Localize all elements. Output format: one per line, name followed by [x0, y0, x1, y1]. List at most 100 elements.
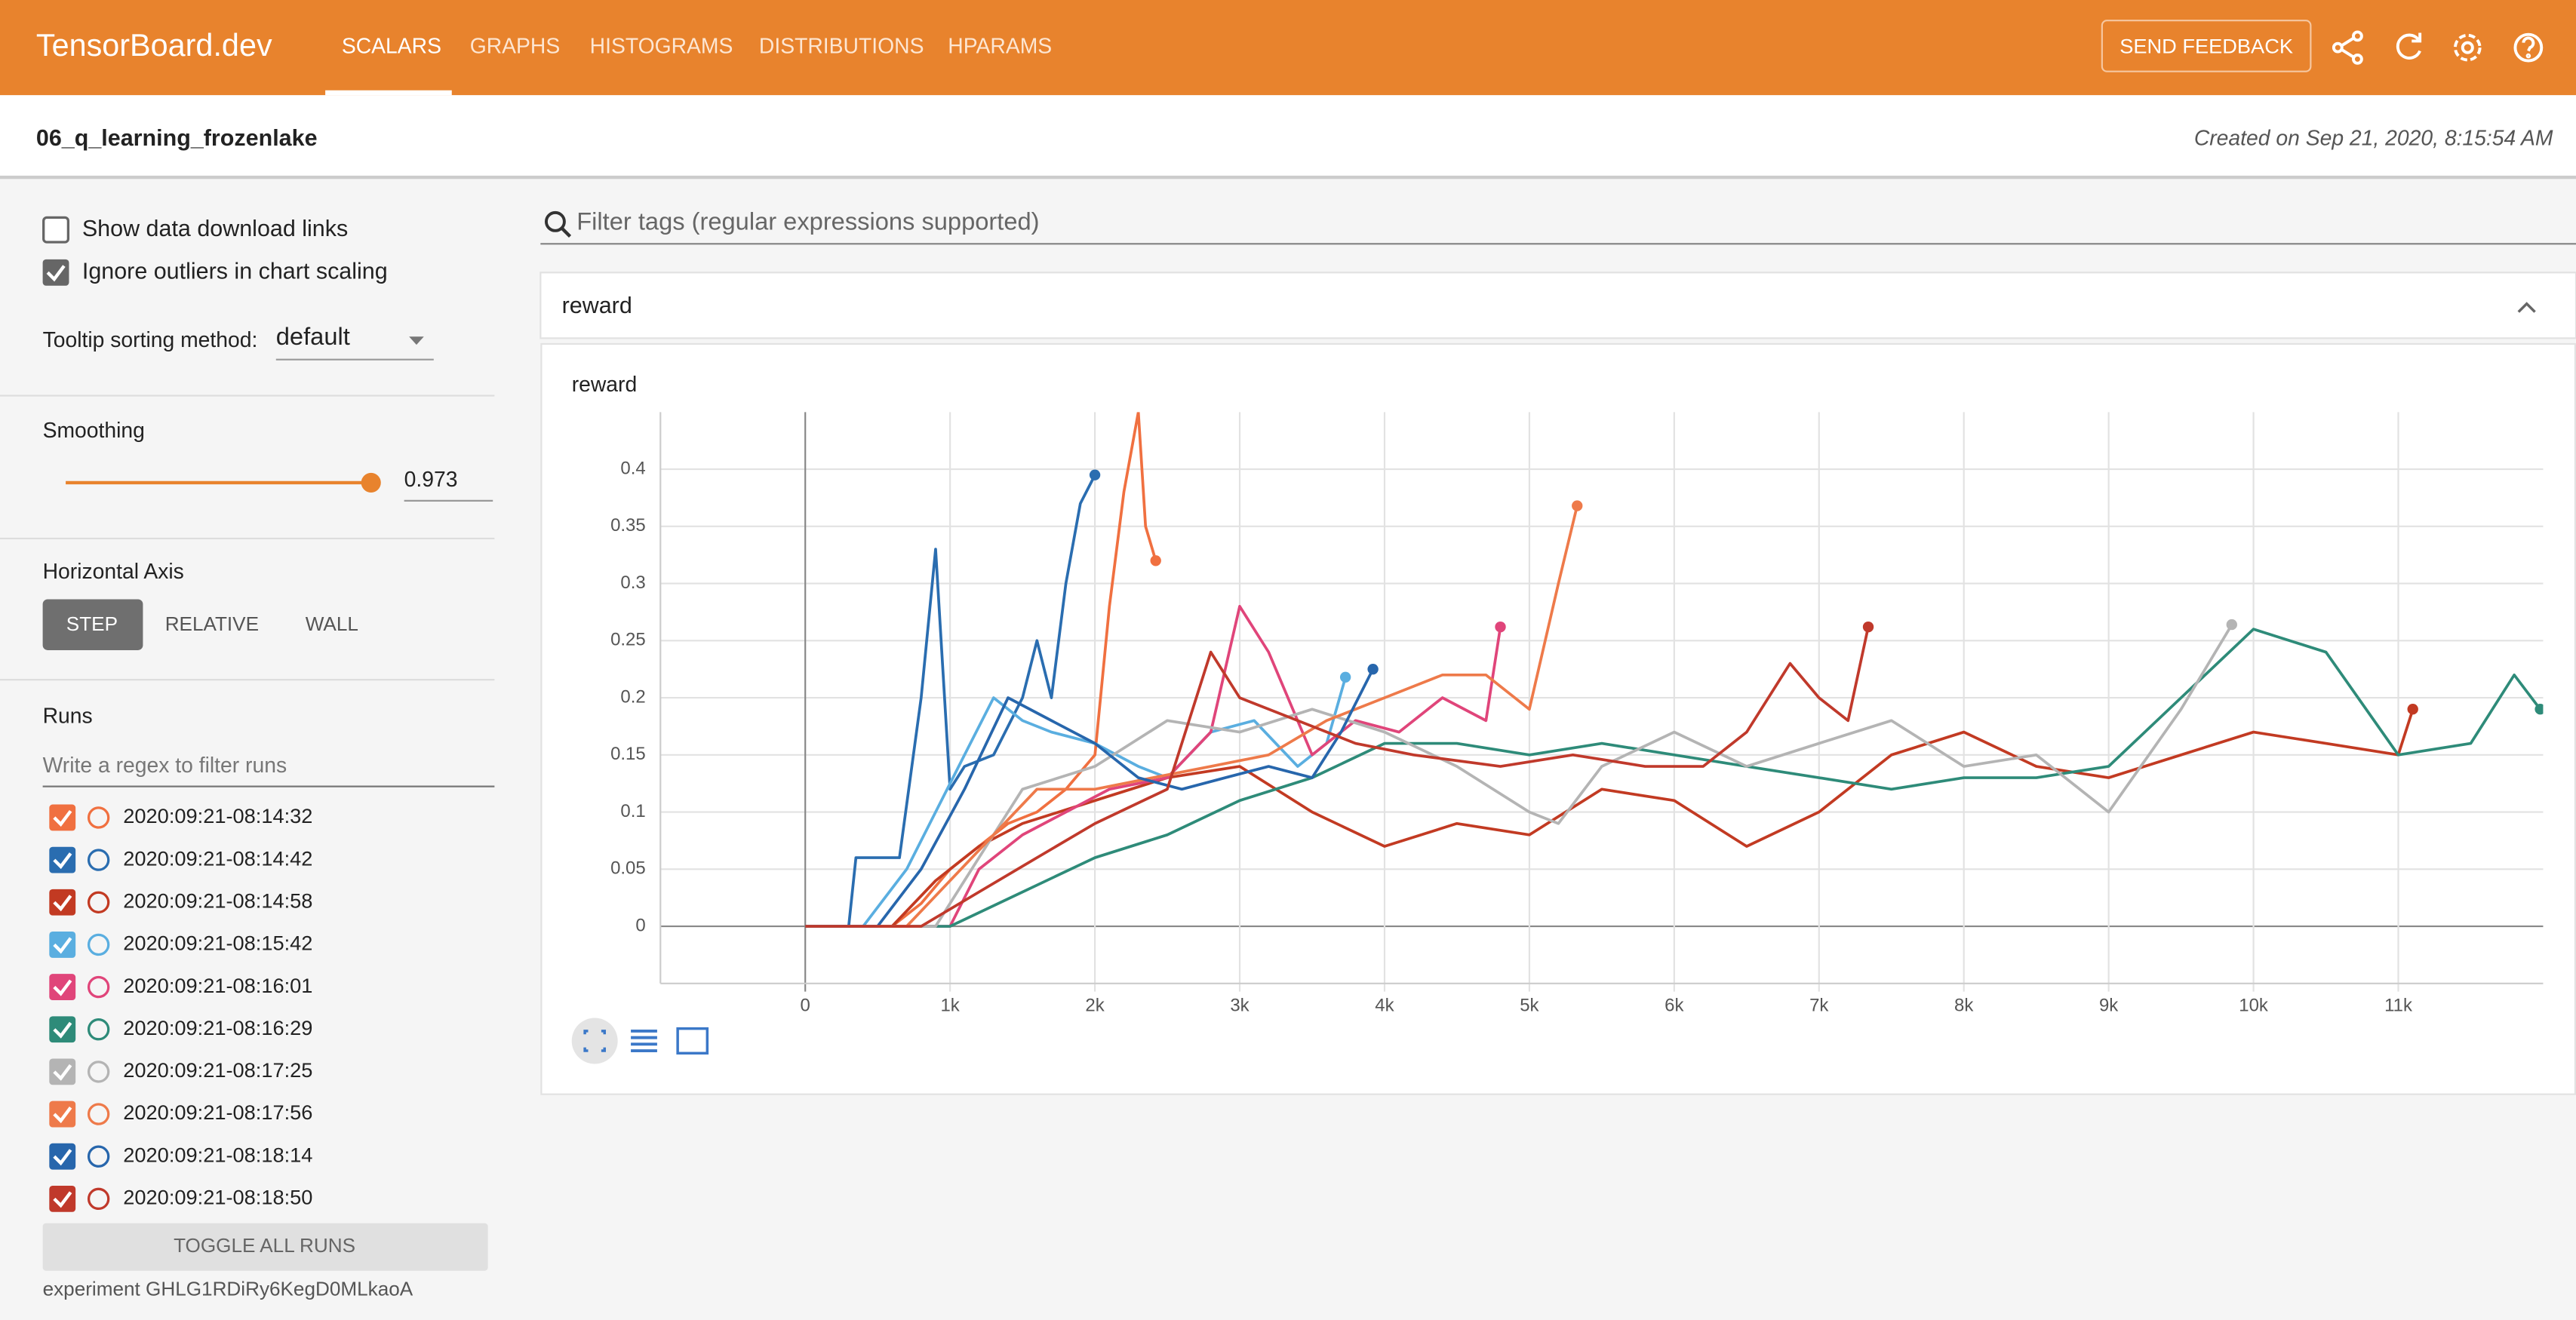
chart-title: reward: [572, 372, 638, 396]
toggle-all-label[interactable]: TOGGLE ALL RUNS: [174, 1234, 355, 1257]
fit-domain-button-bg: [571, 1018, 618, 1064]
help-icon[interactable]: [2513, 32, 2544, 63]
series-line: [805, 668, 1375, 928]
run-name[interactable]: 2020:09:21-08:17:25: [123, 1058, 312, 1082]
y-tick-label: 0.05: [610, 858, 646, 879]
fit-domain-button[interactable]: [583, 1030, 606, 1052]
nav-tab[interactable]: HPARAMS: [948, 34, 1052, 58]
x-tick-label: 0: [801, 996, 810, 1016]
run-color[interactable]: [87, 1187, 110, 1211]
series-end-point: [1089, 469, 1101, 480]
run-checkbox[interactable]: [49, 932, 76, 958]
runs-filter[interactable]: Write a regex to filter runs: [43, 753, 287, 777]
check: [53, 852, 72, 870]
x-tick-label: 5k: [1520, 996, 1539, 1016]
check: [53, 979, 72, 996]
series-line: [805, 505, 1579, 928]
run-name[interactable]: 2020:09:21-08:16:01: [123, 974, 312, 997]
zoom-button[interactable]: [676, 1027, 709, 1055]
runs-label: Runs: [43, 704, 93, 728]
feedback-label[interactable]: SEND FEEDBACK: [2120, 34, 2293, 57]
feedback-button[interactable]: [2101, 20, 2312, 72]
run-color[interactable]: [87, 933, 110, 956]
run-checkbox[interactable]: [49, 1185, 76, 1212]
run-color[interactable]: [87, 849, 110, 871]
run-checkbox[interactable]: [49, 804, 76, 831]
run-color[interactable]: [87, 1145, 110, 1168]
nav-tab[interactable]: HISTOGRAMS: [590, 34, 733, 58]
axis-option[interactable]: WALL: [306, 612, 358, 635]
run-name[interactable]: 2020:09:21-08:16:29: [123, 1016, 312, 1039]
run-color[interactable]: [87, 806, 110, 829]
log-scale-button[interactable]: [631, 1029, 657, 1052]
run-color[interactable]: [87, 975, 110, 999]
x-tick-label: 6k: [1665, 996, 1683, 1016]
run-checkbox[interactable]: [49, 974, 76, 1000]
check: [46, 265, 66, 282]
download-checkbox[interactable]: [42, 216, 69, 244]
y-tick-label: 0.25: [610, 630, 646, 650]
x-tick-label: 4k: [1375, 996, 1394, 1016]
brand[interactable]: TensorBoard.dev: [36, 28, 272, 63]
nav-tab[interactable]: SCALARS: [342, 34, 441, 58]
run-name[interactable]: 2020:09:21-08:14:58: [123, 889, 312, 912]
search-icon: [544, 210, 566, 232]
nav-tab[interactable]: GRAPHS: [470, 34, 561, 58]
run-checkbox[interactable]: [49, 1058, 76, 1085]
run-checkbox[interactable]: [49, 1143, 76, 1170]
x-tick-label: 3k: [1230, 996, 1249, 1016]
run-checkbox[interactable]: [49, 846, 76, 873]
outliers-checkbox[interactable]: [42, 259, 69, 286]
check: [53, 809, 72, 827]
series-line: [805, 624, 2233, 928]
axis-option[interactable]: RELATIVE: [165, 612, 259, 635]
step-button[interactable]: [42, 599, 143, 650]
x-tick-label: 8k: [1954, 996, 1973, 1016]
nav-tab[interactable]: DISTRIBUTIONS: [759, 34, 924, 58]
tooltip-select[interactable]: default: [276, 322, 350, 350]
toggle-all-button[interactable]: [42, 1223, 488, 1271]
run-name[interactable]: 2020:09:21-08:15:42: [123, 932, 312, 955]
check: [53, 1149, 72, 1166]
run-color[interactable]: [87, 1061, 110, 1083]
run-name[interactable]: 2020:09:21-08:14:32: [123, 804, 312, 827]
series-line: [805, 677, 1347, 928]
run-name[interactable]: 2020:09:21-08:14:42: [123, 846, 312, 870]
slider-knob[interactable]: [361, 472, 381, 493]
active-tab-indicator: [325, 90, 452, 96]
check: [53, 1021, 72, 1039]
run-checkbox[interactable]: [49, 1016, 76, 1043]
tag-filter[interactable]: Filter tags (regular expressions support…: [576, 207, 1039, 235]
run-name[interactable]: 2020:09:21-08:17:56: [123, 1101, 312, 1124]
collapse-icon[interactable]: [2517, 302, 2536, 313]
y-tick-label: 0.4: [620, 458, 645, 478]
series-end-point: [2535, 704, 2544, 715]
run-checkbox[interactable]: [49, 889, 76, 916]
y-tick-label: 0: [635, 915, 645, 935]
share-icon[interactable]: [2332, 30, 2363, 65]
axis-option[interactable]: STEP: [66, 612, 118, 635]
series-end-point: [1495, 621, 1506, 633]
settings-icon[interactable]: [2454, 33, 2482, 62]
x-tick-label: 2k: [1085, 996, 1104, 1016]
run-name[interactable]: 2020:09:21-08:18:50: [123, 1186, 312, 1209]
series-end-point: [1367, 664, 1379, 675]
series-line: [805, 626, 1870, 928]
check: [53, 937, 72, 954]
smoothing-value[interactable]: 0.973: [404, 467, 458, 491]
series-line: [805, 604, 1502, 928]
refresh-icon[interactable]: [2396, 32, 2422, 60]
run-checkbox[interactable]: [49, 1101, 76, 1128]
card-header[interactable]: [539, 272, 2576, 339]
y-tick-label: 0.35: [610, 515, 646, 536]
download-label[interactable]: Show data download links: [82, 216, 348, 241]
outliers-label[interactable]: Ignore outliers in chart scaling: [82, 258, 388, 284]
experiment-name: 06_q_learning_frozenlake: [36, 125, 318, 151]
run-color[interactable]: [87, 1018, 110, 1041]
card-title[interactable]: reward: [562, 293, 632, 318]
run-name[interactable]: 2020:09:21-08:18:14: [123, 1143, 312, 1166]
series-end-point: [2226, 619, 2237, 631]
run-color[interactable]: [87, 891, 110, 913]
run-color[interactable]: [87, 1103, 110, 1125]
